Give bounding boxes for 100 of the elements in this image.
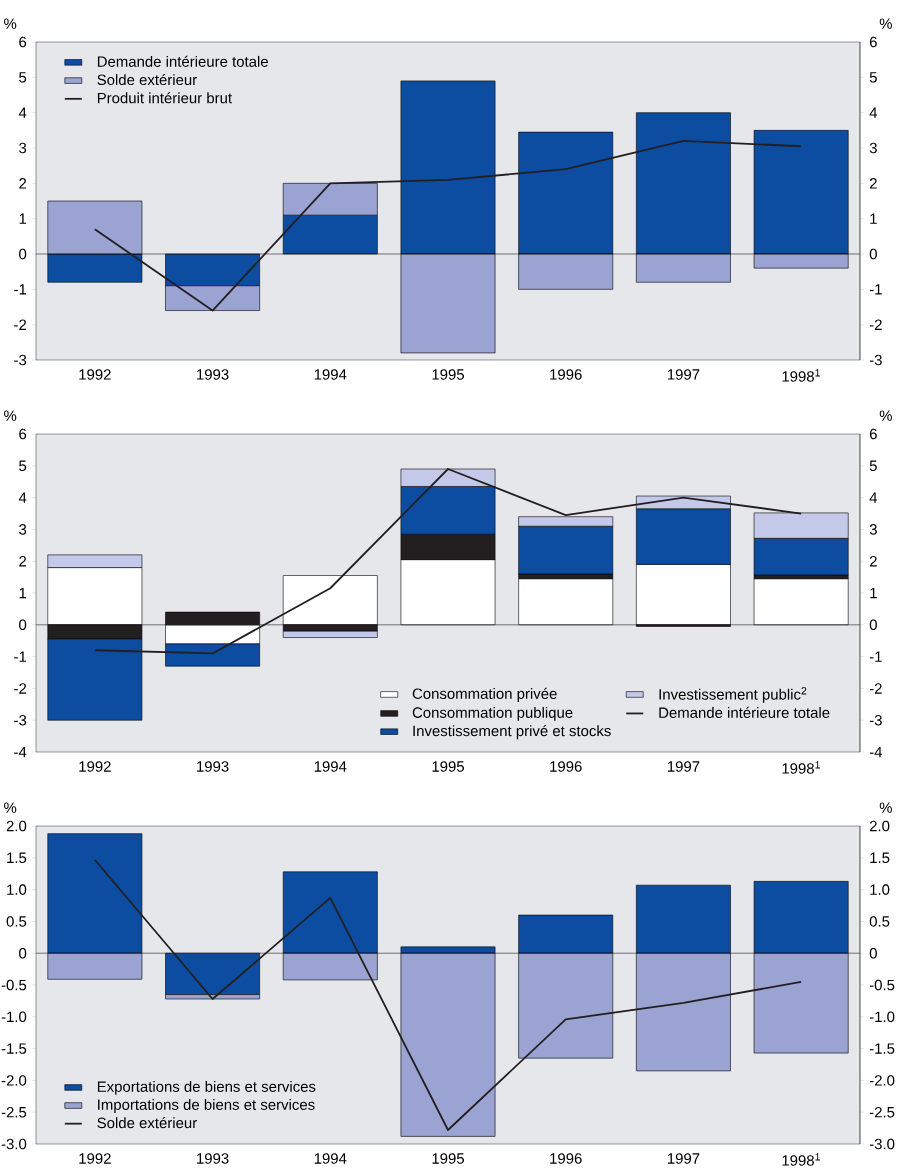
y2-tick-label: -1.0 xyxy=(869,1011,895,1023)
y2-tick-label: 1 xyxy=(870,213,877,224)
y-tick-label: 2 xyxy=(19,178,27,189)
y2-tick-label: 2.0 xyxy=(869,820,890,832)
y2-tick-label: 6 xyxy=(869,428,877,440)
y2-tick-label: 4 xyxy=(869,492,878,503)
y-tick-label: 1 xyxy=(19,587,27,599)
legend-label: Demande intérieure totale xyxy=(659,706,830,718)
y-tick-label: 4 xyxy=(18,107,27,118)
y2-tick-label: 3 xyxy=(869,142,877,154)
x-tick-label: 1996 xyxy=(550,1153,582,1164)
y-tick-label: 1.0 xyxy=(7,884,27,895)
legend-label: Solde extérieur xyxy=(97,1117,197,1129)
x-tick-label: 1992 xyxy=(79,761,111,772)
legend-label: Investissement privé et stocks xyxy=(413,725,611,740)
y2-tick-label: -4 xyxy=(869,746,883,758)
y-tick-label: -1 xyxy=(14,651,27,662)
y2-tick-label: 6 xyxy=(869,36,877,48)
y-tick-label: 2 xyxy=(19,556,27,567)
y2-tick-label: 0 xyxy=(869,248,877,260)
y2-tick-label: 4 xyxy=(869,107,878,118)
y2-axis-title: % xyxy=(879,410,892,421)
y2-tick-label: 3 xyxy=(869,524,877,535)
x-tick-label: 1997 xyxy=(667,1153,700,1164)
x-tick-label: 1992 xyxy=(79,1153,111,1164)
y-tick-label: -1 xyxy=(14,284,27,295)
y2-tick-label: -3.0 xyxy=(869,1138,895,1150)
y-tick-label: -2.0 xyxy=(1,1075,27,1086)
x-tick-label: 1996 xyxy=(550,761,582,772)
legend-label: Importations de biens et services xyxy=(98,1098,315,1113)
y2-tick-label: -1 xyxy=(869,284,882,295)
y-tick-label: 0 xyxy=(19,248,27,260)
y2-tick-label: -3 xyxy=(869,354,882,366)
x-tick-label: 1998$^{1}$ xyxy=(782,761,820,774)
legend-label: Solde extérieur xyxy=(97,73,197,86)
y2-tick-label: -1 xyxy=(869,651,882,662)
x-tick-label: 1993 xyxy=(197,761,229,772)
y-tick-label: 0 xyxy=(19,947,27,959)
x-tick-label: 1998$^{1}$ xyxy=(782,1153,820,1166)
x-tick-label: 1993 xyxy=(197,369,229,380)
y2-tick-label: -2 xyxy=(869,683,882,694)
y2-tick-label: -2 xyxy=(869,319,882,330)
y2-tick-label: 5 xyxy=(869,460,877,472)
y-tick-label: 1.5 xyxy=(7,852,27,864)
y-axis-title: % xyxy=(4,18,17,29)
y-tick-label: -1.5 xyxy=(1,1043,27,1054)
y-tick-label: 2.0 xyxy=(6,820,27,832)
y-axis-title: % xyxy=(4,410,17,421)
x-tick-label: 1995 xyxy=(432,761,464,772)
y-tick-label: 4 xyxy=(18,492,27,503)
x-tick-label: 1994 xyxy=(314,761,347,772)
legend-label: Investissement public$^{2}$ xyxy=(659,687,807,703)
x-tick-label: 1998$^{1}$ xyxy=(782,369,820,382)
y2-tick-label: -0.5 xyxy=(869,979,895,991)
y-tick-label: 5 xyxy=(19,460,27,472)
y2-tick-label: 0 xyxy=(869,947,877,959)
x-tick-label: 1996 xyxy=(550,369,582,380)
y2-tick-label: -3 xyxy=(869,714,882,726)
y-axis-title: % xyxy=(4,802,17,813)
y-tick-label: -2 xyxy=(14,319,27,330)
x-tick-label: 1997 xyxy=(667,761,700,772)
y-tick-label: 0 xyxy=(19,619,27,631)
y2-tick-label: -1.5 xyxy=(869,1043,895,1054)
y-tick-label: 3 xyxy=(19,524,27,535)
y2-tick-label: -2.0 xyxy=(869,1075,895,1086)
y-tick-label: -3.0 xyxy=(1,1138,27,1150)
legend-label: Exportations de biens et services xyxy=(97,1080,316,1095)
y2-tick-label: 2 xyxy=(869,556,877,567)
y2-tick-label: 0 xyxy=(869,619,877,631)
y-tick-label: -0.5 xyxy=(1,979,27,991)
y2-tick-label: 1.5 xyxy=(870,852,890,864)
y2-tick-label: 1 xyxy=(870,587,877,599)
y-tick-label: -2 xyxy=(14,683,27,694)
legend-label: Consommation privée xyxy=(412,687,557,702)
y-tick-label: 0.5 xyxy=(6,916,27,927)
x-tick-label: 1993 xyxy=(197,1153,229,1164)
legend-label: Consommation publique xyxy=(412,706,573,721)
y-tick-label: -1.0 xyxy=(1,1011,27,1023)
x-tick-label: 1995 xyxy=(432,1153,464,1164)
y2-tick-label: 2 xyxy=(869,178,877,189)
legend-label: Demande intérieure totale xyxy=(97,55,268,67)
y-tick-label: 5 xyxy=(19,72,27,83)
x-tick-label: 1994 xyxy=(314,1153,347,1164)
y-tick-label: 3 xyxy=(19,142,27,154)
y2-tick-label: 1.0 xyxy=(870,884,890,895)
y-tick-label: -3 xyxy=(14,714,27,726)
y2-tick-label: 0.5 xyxy=(869,916,890,927)
y2-tick-label: -2.5 xyxy=(869,1106,895,1118)
y-tick-label: -3 xyxy=(14,354,27,366)
legend-label: Produit intérieur brut xyxy=(97,92,232,104)
x-tick-label: 1997 xyxy=(667,369,700,380)
y-tick-label: -2.5 xyxy=(1,1106,27,1118)
y-tick-label: 1 xyxy=(19,213,27,224)
x-tick-label: 1995 xyxy=(432,369,464,380)
y2-tick-label: 5 xyxy=(869,72,877,83)
y-tick-label: -4 xyxy=(14,746,27,758)
y-tick-label: 6 xyxy=(19,428,27,440)
x-tick-label: 1994 xyxy=(314,369,347,380)
y2-axis-title: % xyxy=(879,802,892,813)
y2-axis-title: % xyxy=(879,18,892,29)
